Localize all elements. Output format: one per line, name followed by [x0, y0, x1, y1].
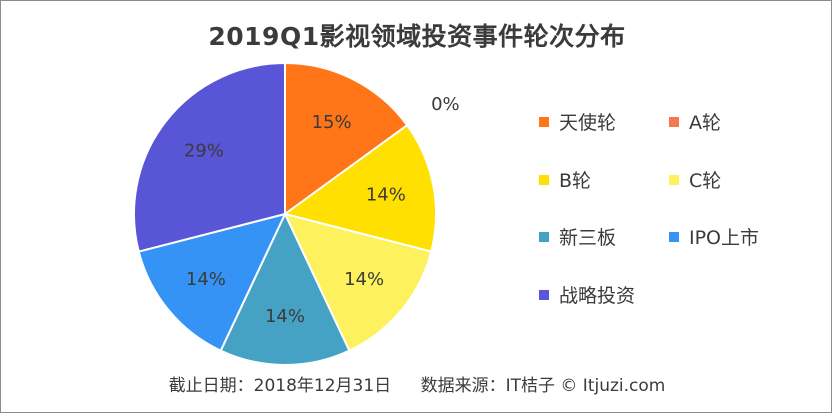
legend-label-3: C轮 [689, 169, 722, 192]
legend-swatch-1 [669, 117, 679, 127]
slice-label-6: 29% [184, 141, 224, 162]
legend-item-5: IPO上市 [669, 224, 759, 252]
legend-swatch-6 [539, 289, 549, 300]
slice-label-0: 15% [312, 112, 352, 133]
legend-swatch-2 [539, 174, 549, 185]
pie-slice-0 [284, 61, 409, 216]
pie-slice-3 [283, 212, 433, 352]
legend-item-2: B轮 [539, 167, 591, 195]
legend-label-6: 战略投资 [559, 284, 636, 307]
legend-item-4: 新三板 [539, 224, 616, 252]
legend-swatch-5 [669, 232, 679, 242]
footer-source: 数据来源：IT桔子 © Itjuzi.com [420, 376, 666, 396]
legend-swatch-4 [539, 232, 549, 242]
legend-item-6: 战略投资 [539, 282, 635, 310]
chart-title: 2019Q1影视领域投资事件轮次分布 [208, 22, 626, 51]
slice-label-5: 14% [186, 269, 226, 290]
slice-label-3: 14% [344, 269, 384, 290]
legend-label-5: IPO上市 [689, 227, 760, 249]
legend-label-2: B轮 [559, 169, 592, 192]
footer-date: 截止日期：2018年12月31日 [168, 376, 392, 396]
legend-label-0: 天使轮 [559, 112, 617, 134]
slice-label-2: 14% [366, 184, 406, 205]
pie-slice-6 [133, 61, 286, 253]
slice-label-1: 0% [431, 94, 460, 115]
chart-footer: 截止日期：2018年12月31日 数据来源：IT桔子 © Itjuzi.com [1, 371, 832, 396]
pie-slice-2 [282, 123, 437, 253]
legend-item-0: 天使轮 [539, 109, 616, 137]
legend-label-4: 新三板 [559, 227, 617, 249]
legend-label-1: A轮 [689, 112, 721, 134]
pie-slice-4 [219, 211, 351, 366]
slice-label-4: 14% [265, 306, 305, 327]
legend-item-1: A轮 [669, 109, 721, 137]
legend-swatch-0 [539, 117, 549, 127]
legend-item-3: C轮 [669, 167, 721, 195]
legend-swatch-3 [669, 174, 679, 185]
pie-slice-5 [137, 212, 287, 352]
